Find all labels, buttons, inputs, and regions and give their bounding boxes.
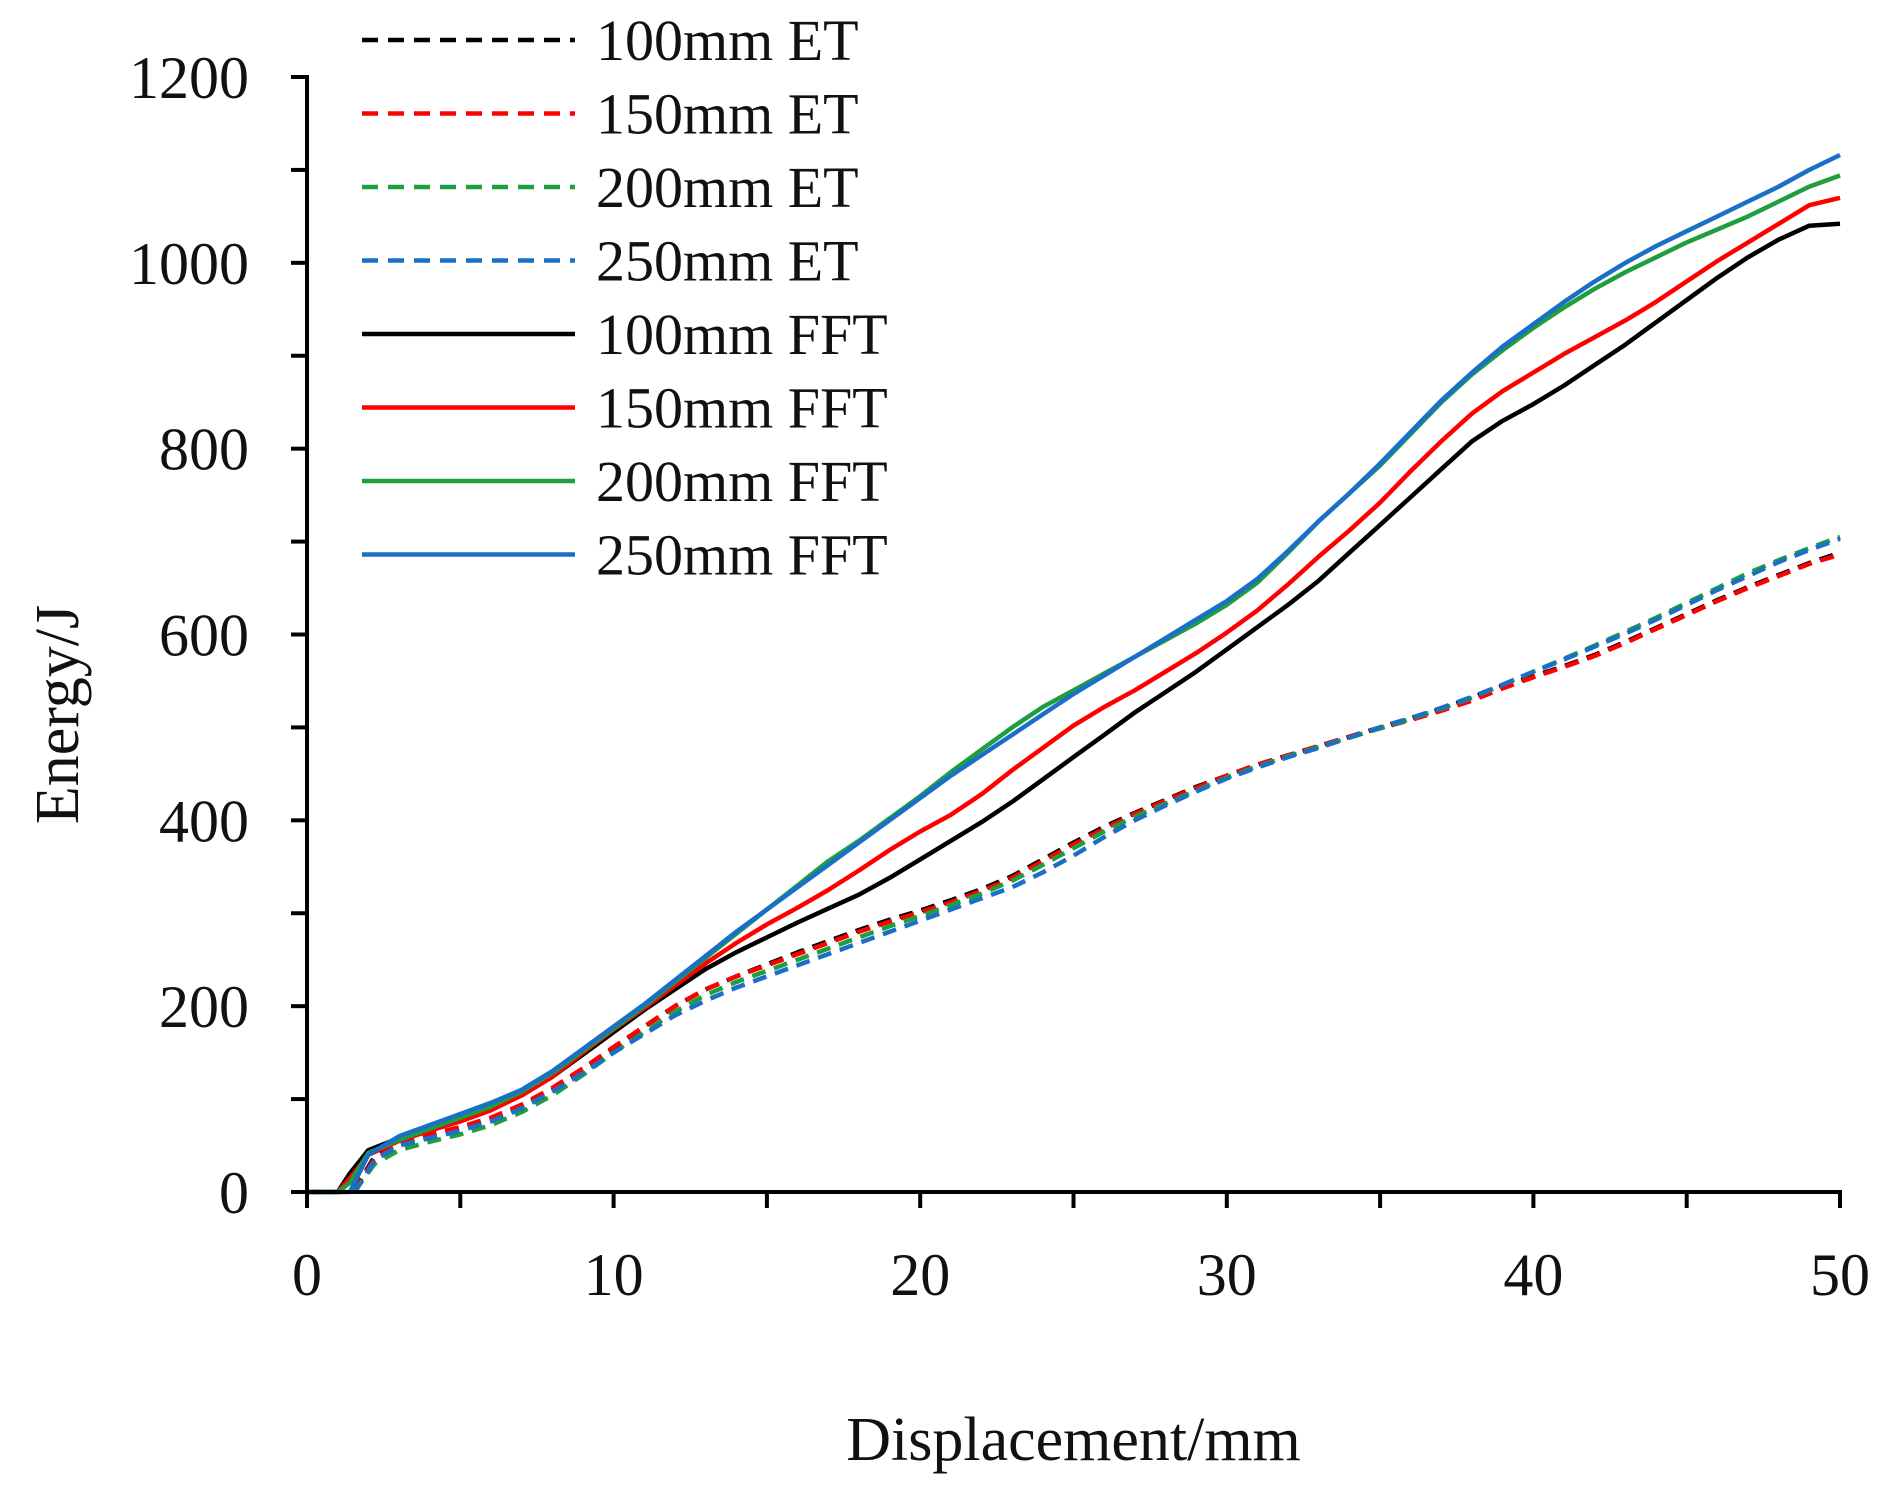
- legend-label: 250mm ET: [596, 229, 859, 294]
- y-tick-label: 1200: [129, 45, 249, 111]
- legend-item: 250mm ET: [362, 229, 859, 294]
- legend-item: 100mm FFT: [362, 302, 888, 367]
- legend-item: 150mm ET: [362, 82, 859, 147]
- y-tick-label: 400: [159, 788, 249, 854]
- y-tick-label: 1000: [129, 231, 249, 297]
- legend-label: 150mm ET: [596, 82, 859, 147]
- legend-label: 100mm ET: [596, 8, 859, 73]
- axes-layer: 0 200 400 600 800 1000 1200 0 10 20 30 40 50: [129, 45, 1870, 1308]
- legend-label: 250mm FFT: [596, 523, 888, 588]
- series-line-200mm-et: [307, 534, 1841, 1195]
- y-tick-label: 200: [159, 974, 249, 1040]
- series-line-150mm-fft: [307, 195, 1841, 1195]
- x-tick-label: 10: [584, 1242, 644, 1308]
- x-tick-label: 30: [1197, 1242, 1257, 1308]
- legend-label: 200mm FFT: [596, 449, 888, 514]
- legend-item: 150mm FFT: [362, 376, 888, 441]
- x-tick-label: 40: [1503, 1242, 1563, 1308]
- x-axis-title: Displacement/mm: [846, 1406, 1301, 1474]
- x-tick-label: 20: [890, 1242, 950, 1308]
- series-line-100mm-fft: [307, 221, 1841, 1195]
- legend: 100mm ET 150mm ET 200mm ET 250mm ET 100mm FF…: [362, 8, 888, 588]
- legend-item: 200mm ET: [362, 155, 859, 220]
- y-tick-label: 800: [159, 417, 249, 483]
- series-layer: [307, 152, 1841, 1195]
- series-line-250mm-et: [307, 536, 1841, 1195]
- series-line-150mm-et: [307, 552, 1841, 1195]
- legend-label: 150mm FFT: [596, 376, 888, 441]
- legend-label: 100mm FFT: [596, 302, 888, 367]
- legend-item: 200mm FFT: [362, 449, 888, 514]
- x-tick-label: 50: [1810, 1242, 1870, 1308]
- y-tick-label: 0: [219, 1160, 249, 1226]
- legend-item: 100mm ET: [362, 8, 859, 73]
- x-tick-label: 0: [292, 1242, 322, 1308]
- legend-label: 200mm ET: [596, 155, 859, 220]
- y-axis-title: Energy/J: [24, 605, 92, 824]
- series-line-250mm-fft: [307, 152, 1841, 1195]
- legend-item: 250mm FFT: [362, 523, 888, 588]
- y-tick-label: 600: [159, 603, 249, 669]
